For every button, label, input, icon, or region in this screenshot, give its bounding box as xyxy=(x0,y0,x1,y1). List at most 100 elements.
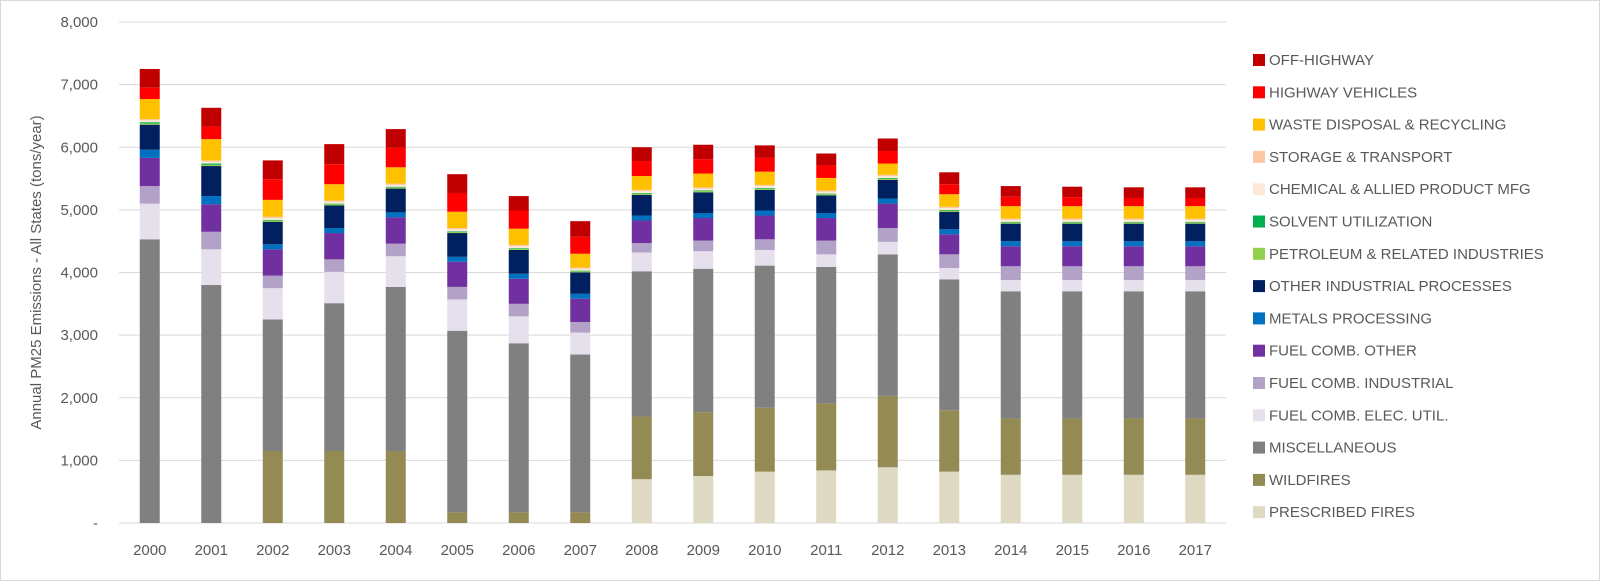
bar-segment xyxy=(447,228,468,230)
bar-segment xyxy=(1185,291,1206,419)
bar-segment xyxy=(1062,222,1083,224)
bar-segment xyxy=(754,188,775,190)
bar-segment xyxy=(1185,246,1206,267)
bar-segment xyxy=(1185,221,1206,223)
legend-item: FUEL COMB. ELEC. UTIL. xyxy=(1253,407,1448,424)
bar-segment xyxy=(201,126,222,140)
bar-segment xyxy=(570,267,591,269)
legend-label: CHEMICAL & ALLIED PRODUCT MFG xyxy=(1269,181,1531,198)
bar-segment xyxy=(1185,266,1206,281)
bar-segment xyxy=(447,330,468,513)
bar-segment xyxy=(1062,241,1083,247)
bar-segment xyxy=(324,201,345,204)
bar-segment xyxy=(1062,219,1083,222)
bar-segment xyxy=(570,253,591,268)
bar-stack-2008 xyxy=(631,147,652,523)
bar-segment xyxy=(1000,266,1021,281)
bar-segment xyxy=(570,293,591,299)
bar-segment xyxy=(1185,280,1206,292)
legend-label: MISCELLANEOUS xyxy=(1269,440,1397,457)
bar-segment xyxy=(570,268,591,271)
bar-segment xyxy=(877,228,898,242)
bar-segment xyxy=(385,450,406,523)
y-tick-label: 1,000 xyxy=(60,452,98,469)
bar-segment xyxy=(816,266,837,404)
bar-segment xyxy=(385,183,406,185)
bar-segment xyxy=(139,124,160,150)
bar-segment xyxy=(201,164,222,167)
bar-segment xyxy=(1185,197,1206,207)
bar-segment xyxy=(508,228,529,245)
bar-segment xyxy=(201,166,222,197)
bar-segment xyxy=(1123,291,1144,419)
bar-segment xyxy=(508,316,529,344)
bar-stack-2005 xyxy=(447,174,468,523)
legend-swatch xyxy=(1253,473,1265,486)
legend-label: WASTE DISPOSAL & RECYCLING xyxy=(1269,117,1506,134)
x-tick-label: 2014 xyxy=(994,542,1027,559)
bar-segment xyxy=(447,231,468,232)
bar-segment xyxy=(385,187,406,189)
bar-segment xyxy=(385,256,406,287)
bar-segment xyxy=(508,249,529,274)
legend-item: WASTE DISPOSAL & RECYCLING xyxy=(1253,117,1506,134)
bar-segment xyxy=(508,248,529,250)
bar-segment xyxy=(447,233,468,257)
y-tick-label: 7,000 xyxy=(60,77,98,94)
bar-segment xyxy=(1062,474,1083,523)
bar-segment xyxy=(447,174,468,193)
bar-segment xyxy=(877,395,898,468)
bar-segment xyxy=(631,176,652,190)
x-tick-label: 2005 xyxy=(441,542,474,559)
bar-segment xyxy=(139,87,160,100)
bar-segment xyxy=(877,178,898,180)
bar-segment xyxy=(693,191,714,193)
bar-segment xyxy=(570,298,591,322)
bar-segment xyxy=(816,165,837,178)
bar-segment xyxy=(262,219,283,221)
bar-segment xyxy=(631,252,652,272)
bar-segment xyxy=(1185,474,1206,523)
bar-segment xyxy=(939,184,960,195)
bar-segment xyxy=(1000,218,1021,220)
bar-stack-2014 xyxy=(1000,186,1021,523)
bar-segment xyxy=(631,147,652,162)
bar-segment xyxy=(693,190,714,192)
bar-segment xyxy=(139,123,160,125)
bar-segment xyxy=(816,213,837,219)
legend-swatch xyxy=(1253,409,1265,422)
bar-stack-2007 xyxy=(570,221,591,523)
bar-segment xyxy=(385,147,406,168)
bar-segment xyxy=(385,167,406,184)
bar-segment xyxy=(1185,218,1206,220)
legend-swatch xyxy=(1253,247,1265,260)
bar-segment xyxy=(1000,219,1021,222)
bar-segment xyxy=(201,204,222,232)
bar-segment xyxy=(447,512,468,523)
x-tick-label: 2001 xyxy=(195,542,228,559)
bar-segment xyxy=(324,271,345,304)
y-tick-label: 2,000 xyxy=(60,390,98,407)
x-tick-label: 2010 xyxy=(748,542,781,559)
bar-segment xyxy=(447,229,468,232)
bar-segment xyxy=(1000,222,1021,224)
bar-segment xyxy=(754,249,775,266)
bar-segment xyxy=(877,163,898,175)
bar-segment xyxy=(1062,280,1083,292)
bar-segment xyxy=(754,171,775,185)
bar-segment xyxy=(139,203,160,240)
bar-segment xyxy=(262,275,283,289)
bar-segment xyxy=(754,265,775,408)
legend-item: FUEL COMB. INDUSTRIAL xyxy=(1253,375,1453,392)
bar-segment xyxy=(324,205,345,229)
bar-segment xyxy=(754,407,775,472)
bar-stack-2000 xyxy=(139,68,160,523)
bar-segment xyxy=(939,172,960,185)
bar-segment xyxy=(508,248,529,249)
bar-segment xyxy=(447,286,468,300)
x-tick-label: 2002 xyxy=(256,542,289,559)
bar-segment xyxy=(1123,474,1144,523)
bar-segment xyxy=(447,231,468,234)
bar-segment xyxy=(139,186,160,204)
